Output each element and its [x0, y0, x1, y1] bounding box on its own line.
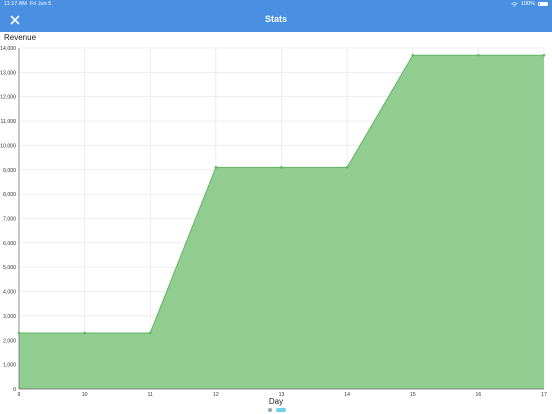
y-axis-title: Revenue [4, 33, 37, 42]
page-dot-1[interactable] [268, 408, 272, 412]
y-tick-label: 9,000 [3, 168, 16, 174]
y-tick-label: 11,000 [1, 119, 17, 125]
y-tick-label: 8,000 [3, 192, 16, 198]
x-tick-label: 13 [279, 392, 285, 398]
data-point [83, 331, 86, 335]
y-tick-label: 6,000 [3, 241, 16, 247]
y-tick-label: 2,000 [3, 338, 16, 344]
area-fill [19, 55, 544, 390]
x-tick-label: 11 [148, 392, 153, 398]
nav-bar: Stats [0, 9, 552, 32]
y-tick-label: 3,000 [3, 314, 16, 320]
status-bar: 11:17 AM Fri Jun 5 100% [0, 0, 552, 9]
data-point [148, 331, 152, 335]
data-point [17, 331, 21, 335]
page-title: Stats [264, 14, 287, 24]
y-tick-label: 0 [13, 387, 16, 393]
data-point [411, 54, 415, 57]
data-point [542, 54, 546, 57]
y-tick-label: 12,000 [0, 95, 16, 101]
x-tick-label: 12 [213, 392, 219, 398]
data-point [214, 166, 218, 169]
x-tick-label: 10 [82, 392, 88, 398]
y-tick-label: 5,000 [3, 265, 16, 271]
data-point [280, 166, 283, 169]
y-tick-label: 10,000 [0, 143, 16, 149]
x-tick-label: 15 [410, 392, 416, 398]
x-tick-label: 14 [344, 392, 350, 398]
y-tick-label: 1,000 [3, 363, 16, 369]
battery-icon [538, 1, 548, 7]
status-right: 100% [511, 1, 548, 7]
x-tick-label: 17 [541, 392, 547, 398]
battery-percent: 100% [520, 1, 535, 7]
y-tick-label: 14,000 [0, 46, 16, 52]
x-axis-title: Day [268, 397, 284, 406]
page-dot-2-active[interactable] [276, 408, 286, 412]
y-tick-label: 7,000 [3, 217, 16, 223]
page-indicator [268, 408, 286, 412]
wifi-icon [511, 1, 518, 7]
data-point [477, 54, 480, 57]
top-bar: 11:17 AM Fri Jun 5 100% Stats [0, 0, 552, 32]
status-time: 11:17 AM Fri Jun 5 [4, 1, 52, 7]
y-tick-label: 4,000 [3, 290, 16, 296]
x-tick-label: 9 [18, 392, 21, 398]
close-icon[interactable] [6, 11, 24, 29]
x-tick-label: 16 [475, 392, 481, 398]
y-tick-label: 13,000 [0, 70, 16, 76]
data-point [345, 166, 349, 169]
chart-points [17, 54, 546, 335]
chart-tick-labels: 0 1,000 2,000 3,000 4,000 5,000 6,000 7,000 8,00… [0, 46, 547, 398]
